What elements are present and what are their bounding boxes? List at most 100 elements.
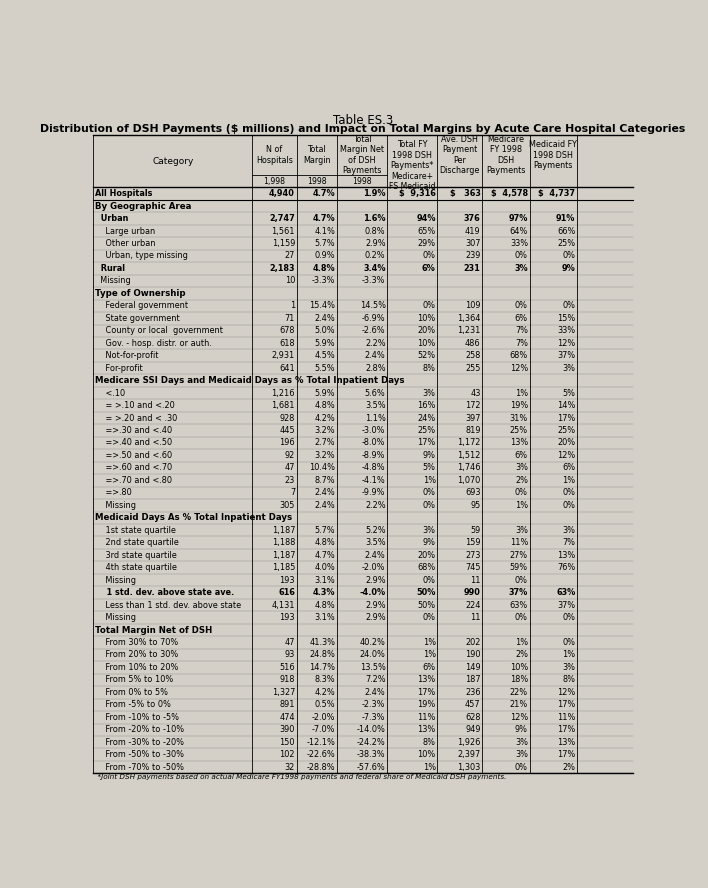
Text: =>.70 and <.80: =>.70 and <.80 xyxy=(95,476,172,485)
Text: For-profit: For-profit xyxy=(95,364,142,373)
Text: 1.9%: 1.9% xyxy=(363,189,386,198)
Text: 928: 928 xyxy=(280,414,295,423)
Text: 12%: 12% xyxy=(510,364,528,373)
Text: -8.0%: -8.0% xyxy=(362,439,386,448)
Text: 3%: 3% xyxy=(562,663,576,672)
Text: 5.5%: 5.5% xyxy=(315,364,336,373)
Text: Missing: Missing xyxy=(95,501,136,510)
Text: -24.2%: -24.2% xyxy=(357,738,386,747)
Text: 0%: 0% xyxy=(562,638,576,647)
Text: -4.8%: -4.8% xyxy=(362,464,386,472)
Text: From -20% to -10%: From -20% to -10% xyxy=(95,725,184,734)
Text: -38.3%: -38.3% xyxy=(357,750,386,759)
Text: 239: 239 xyxy=(465,251,481,260)
Text: 516: 516 xyxy=(280,663,295,672)
Text: 10: 10 xyxy=(285,276,295,285)
Text: 3%: 3% xyxy=(562,526,576,535)
Text: 149: 149 xyxy=(465,663,481,672)
Text: -2.3%: -2.3% xyxy=(362,701,386,710)
Text: 63%: 63% xyxy=(510,600,528,609)
Text: 8.3%: 8.3% xyxy=(315,676,336,685)
Text: 5.2%: 5.2% xyxy=(365,526,386,535)
Text: 1,231: 1,231 xyxy=(457,326,481,336)
Text: 47: 47 xyxy=(285,464,295,472)
Text: 15%: 15% xyxy=(557,313,576,323)
Text: $  9,316: $ 9,316 xyxy=(399,189,435,198)
Text: 5.6%: 5.6% xyxy=(365,389,386,398)
Text: =>.50 and <.60: =>.50 and <.60 xyxy=(95,451,172,460)
Text: 63%: 63% xyxy=(556,588,576,597)
Text: 3rd state quartile: 3rd state quartile xyxy=(95,551,176,559)
Text: 819: 819 xyxy=(465,426,481,435)
Text: 7.2%: 7.2% xyxy=(365,676,386,685)
Text: -7.0%: -7.0% xyxy=(312,725,336,734)
Text: Medicare+
FS Medicaid: Medicare+ FS Medicaid xyxy=(389,171,435,191)
Text: 445: 445 xyxy=(280,426,295,435)
Text: 1,216: 1,216 xyxy=(271,389,295,398)
Text: 3%: 3% xyxy=(514,264,528,273)
Text: = >.20 and < .30: = >.20 and < .30 xyxy=(95,414,177,423)
Text: 0%: 0% xyxy=(515,301,528,310)
Text: 2.4%: 2.4% xyxy=(365,352,386,361)
Text: -14.0%: -14.0% xyxy=(357,725,386,734)
Text: Large urban: Large urban xyxy=(95,226,155,235)
Text: 2%: 2% xyxy=(515,476,528,485)
Text: From 20% to 30%: From 20% to 30% xyxy=(95,650,178,660)
Text: Distribution of DSH Payments ($ millions) and Impact on Total Margins by Acute C: Distribution of DSH Payments ($ millions… xyxy=(40,123,685,133)
Text: 0%: 0% xyxy=(423,613,435,622)
Text: -28.8%: -28.8% xyxy=(307,763,336,772)
Text: 1%: 1% xyxy=(562,650,576,660)
Text: 17%: 17% xyxy=(557,750,576,759)
Text: 2,747: 2,747 xyxy=(269,214,295,223)
Text: 4.7%: 4.7% xyxy=(313,214,336,223)
Text: 109: 109 xyxy=(465,301,481,310)
Text: 33%: 33% xyxy=(557,326,576,336)
Text: 25%: 25% xyxy=(557,239,576,248)
Text: 95: 95 xyxy=(470,501,481,510)
Text: 8.7%: 8.7% xyxy=(315,476,336,485)
Text: Missing: Missing xyxy=(95,575,136,584)
Text: 236: 236 xyxy=(465,688,481,697)
Text: 397: 397 xyxy=(465,414,481,423)
Text: 2%: 2% xyxy=(515,650,528,660)
Text: 17%: 17% xyxy=(557,725,576,734)
Text: 1998: 1998 xyxy=(307,177,326,186)
Text: 22%: 22% xyxy=(510,688,528,697)
Text: 2.9%: 2.9% xyxy=(365,239,386,248)
Text: 1.1%: 1.1% xyxy=(365,414,386,423)
Text: 10%: 10% xyxy=(418,313,435,323)
Text: 0%: 0% xyxy=(515,763,528,772)
Text: 1%: 1% xyxy=(423,650,435,660)
Text: 47: 47 xyxy=(285,638,295,647)
Text: =>.60 and <.70: =>.60 and <.70 xyxy=(95,464,172,472)
Text: N of
Hospitals: N of Hospitals xyxy=(256,146,293,165)
Text: 4.7%: 4.7% xyxy=(313,189,336,198)
Text: 37%: 37% xyxy=(509,588,528,597)
Text: 4.8%: 4.8% xyxy=(314,600,336,609)
Text: 5.7%: 5.7% xyxy=(315,239,336,248)
Text: 1%: 1% xyxy=(515,389,528,398)
Text: 6%: 6% xyxy=(515,313,528,323)
Text: 1%: 1% xyxy=(515,638,528,647)
Text: 196: 196 xyxy=(280,439,295,448)
Text: Total
Margin Net
of DSH
Payments: Total Margin Net of DSH Payments xyxy=(340,135,384,175)
Text: 24.8%: 24.8% xyxy=(309,650,336,660)
Text: 59: 59 xyxy=(470,526,481,535)
Text: 2.2%: 2.2% xyxy=(365,338,386,348)
Text: -8.9%: -8.9% xyxy=(362,451,386,460)
Text: 92: 92 xyxy=(285,451,295,460)
Text: 0%: 0% xyxy=(562,613,576,622)
Text: Total
Margin: Total Margin xyxy=(303,146,331,165)
Text: 4.8%: 4.8% xyxy=(314,538,336,547)
Text: 59%: 59% xyxy=(510,563,528,572)
Text: 4.1%: 4.1% xyxy=(314,226,336,235)
Text: 11: 11 xyxy=(470,575,481,584)
Text: From 10% to 20%: From 10% to 20% xyxy=(95,663,178,672)
Text: 6%: 6% xyxy=(515,451,528,460)
Text: 4.2%: 4.2% xyxy=(314,414,336,423)
Text: 52%: 52% xyxy=(418,352,435,361)
Text: 0%: 0% xyxy=(562,251,576,260)
Text: 7: 7 xyxy=(290,488,295,497)
Text: 745: 745 xyxy=(465,563,481,572)
Text: Not-for-profit: Not-for-profit xyxy=(95,352,158,361)
